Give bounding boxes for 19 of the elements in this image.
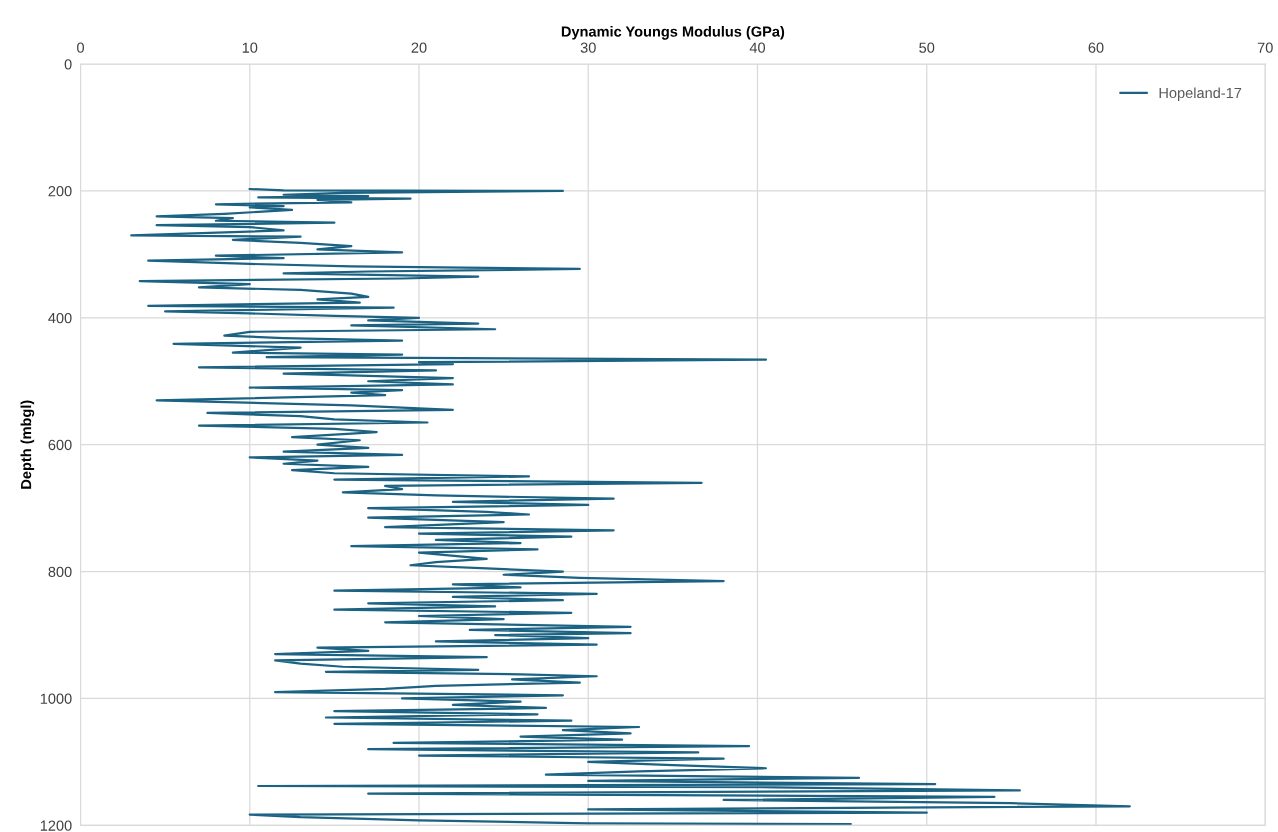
- x-tick-label: 10: [242, 42, 258, 53]
- y-axis-title: Depth (mbgl): [20, 400, 35, 489]
- x-tick-label: 0: [77, 42, 84, 53]
- x-tick-label: 70: [1257, 42, 1273, 53]
- y-tick-label: 0: [64, 59, 72, 70]
- legend-label: Hopeland-17: [1159, 87, 1242, 101]
- x-axis-title: Dynamic Youngs Modulus (GPa): [561, 26, 785, 40]
- x-tick-label: 40: [749, 42, 766, 53]
- y-tick-label: 1000: [40, 693, 72, 704]
- y-tick-label: 400: [48, 312, 72, 324]
- y-tick-label: 200: [48, 186, 72, 197]
- x-tick-label: 50: [919, 42, 935, 53]
- line-series: [130, 187, 1131, 826]
- y-tick-label: 800: [48, 566, 72, 578]
- x-tick-label: 20: [411, 42, 427, 53]
- x-tick-label: 60: [1088, 42, 1104, 53]
- y-tick-label: 1200: [40, 820, 72, 831]
- x-tick-label: 30: [580, 42, 596, 53]
- y-tick-label: 600: [48, 439, 72, 451]
